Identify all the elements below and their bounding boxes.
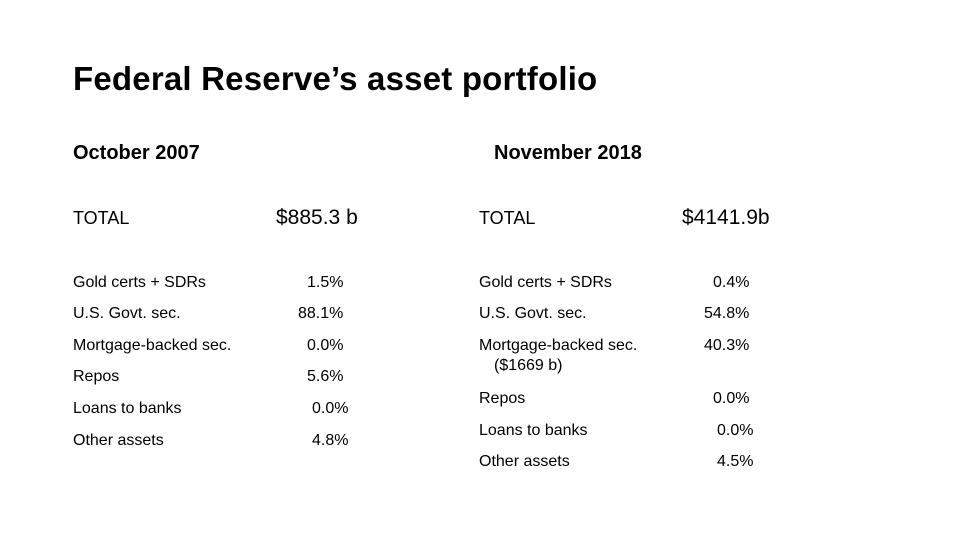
right-row-value: 0.4% [713,274,750,291]
left-row-value: 88.1% [298,305,344,322]
right-row-value: 4.5% [717,453,754,470]
right-row-label: Loans to banks [479,422,588,439]
left-row-value: 0.0% [312,400,349,417]
right-row-value: 0.0% [713,390,750,407]
left-row-label: U.S. Govt. sec. [73,305,181,322]
left-row-value: 0.0% [307,337,344,354]
right-row-label: U.S. Govt. sec. [479,305,587,322]
right-row-value: 54.8% [704,305,750,322]
right-row-value: 0.0% [717,422,754,439]
right-total-label: TOTAL [479,208,536,228]
right-row-sublabel: ($1669 b) [494,357,563,374]
right-row-label: Mortgage-backed sec. [479,337,638,354]
left-total-label: TOTAL [73,208,130,228]
right-heading: November 2018 [494,142,642,164]
right-row-label: Other assets [479,453,570,470]
left-row-label: Loans to banks [73,400,182,417]
left-row-label: Gold certs + SDRs [73,274,206,291]
page-title: Federal Reserve’s asset portfolio [73,60,598,97]
right-row-value: 40.3% [704,337,750,354]
left-row-value: 1.5% [307,274,344,291]
left-row-value: 5.6% [307,368,344,385]
left-row-label: Repos [73,368,120,385]
right-row-label: Gold certs + SDRs [479,274,612,291]
right-total-value: $4141.9b [682,206,770,229]
left-row-value: 4.8% [312,432,349,449]
left-row-label: Mortgage-backed sec. [73,337,232,354]
left-heading: October 2007 [73,142,200,164]
left-total-value: $885.3 b [276,206,358,229]
right-row-label: Repos [479,390,526,407]
left-row-label: Other assets [73,432,164,449]
